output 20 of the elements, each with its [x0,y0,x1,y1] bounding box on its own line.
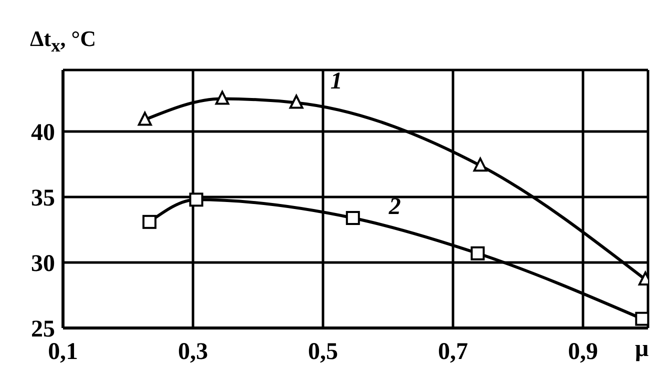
point [470,246,485,260]
x-tick-label: 0,3 [178,339,208,366]
point [215,90,230,105]
point [142,214,156,229]
point [635,312,648,326]
y-tick-label: 35 [31,186,55,212]
series-label: 1 [330,68,342,95]
y-axis-title: Δt$_{x}$, °C [30,26,96,56]
x-tick-label: 0,9 [568,339,598,366]
x-axis-title: μ [635,336,649,363]
point [138,112,152,126]
x-tick-label: 0,5 [308,339,338,366]
y-tick-label: 40 [31,120,55,146]
series-label: 2 [388,194,401,220]
x-tick-label: 0,7 [438,339,468,366]
point [189,192,204,207]
y-tick-label: 30 [31,251,55,278]
point [346,210,360,225]
point [289,94,304,109]
point [473,158,488,172]
